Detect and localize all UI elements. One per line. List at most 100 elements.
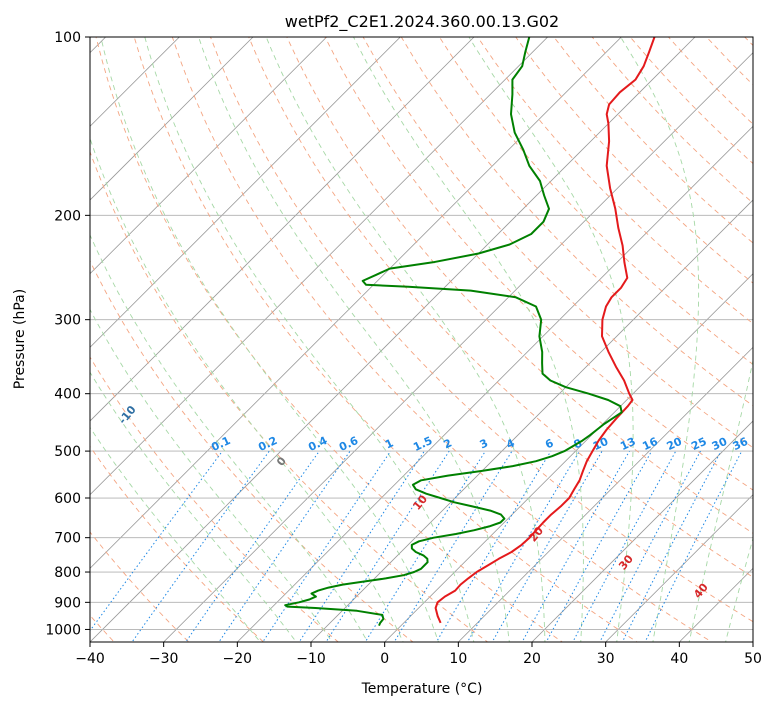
y-tick-label: 900 (54, 595, 81, 611)
mixing-ratio-line (131, 450, 270, 642)
y-tick-label: 100 (54, 30, 81, 46)
temperature-profile-line (434, 37, 656, 624)
isotherm-line (90, 37, 696, 642)
x-axis-label: Temperature (°C) (361, 681, 483, 697)
mixing-ratio-label: 20 (665, 435, 685, 453)
y-tick-label: 1000 (45, 622, 81, 638)
axis-ticks: −40 −30 −20 −10 0 10 20 30 40 5010020030040050060… (45, 30, 762, 667)
line-labels: 0.10.20.40.611.52346810131620253036-100-… (116, 403, 751, 601)
dry-adiabat-line (90, 259, 414, 642)
isotherm-line (678, 567, 753, 642)
dewpoint-profile-line (284, 37, 623, 627)
moist-adiabat-line (265, 37, 546, 642)
moist-adiabat-line (620, 37, 700, 642)
x-tick-label: 40 (670, 651, 688, 667)
dry-adiabat-line (210, 37, 753, 623)
sounding-profiles (284, 37, 656, 627)
y-tick-label: 700 (54, 531, 81, 547)
isotherm-line (163, 52, 753, 642)
mixing-ratio-line (364, 450, 486, 642)
isotherm-line (752, 641, 753, 642)
isotherm-line (90, 37, 328, 275)
dry-adiabat-line (90, 356, 339, 642)
x-tick-label: −40 (75, 651, 105, 667)
dry-adiabat-line (439, 37, 753, 365)
mixing-ratio-line (491, 450, 603, 642)
moist-adiabat-line (468, 37, 634, 642)
dry-adiabat-line (324, 37, 753, 491)
mixing-ratio-label: 4 (504, 436, 517, 451)
moist-adiabat-line (90, 371, 297, 642)
mixing-ratio-label: 3 (478, 436, 490, 451)
moist-adiabat-line (725, 536, 753, 642)
moist-adiabat-line (100, 37, 439, 642)
moist-adiabat-label: 0 (274, 454, 289, 468)
dry-adiabat-line (95, 37, 564, 642)
mixing-ratio-line (644, 450, 743, 642)
mixing-ratio-line (90, 450, 223, 632)
moist-adiabat-line (144, 37, 475, 642)
isotherm-line (384, 273, 753, 642)
mixing-ratio-label: 16 (640, 435, 660, 453)
background-lines (90, 37, 753, 642)
mixing-ratio-line (545, 450, 653, 642)
moist-adiabat-line (90, 136, 404, 642)
dry-adiabat-line (90, 445, 265, 642)
moist-adiabat-label: 40 (691, 581, 711, 601)
x-tick-label: 10 (449, 651, 467, 667)
mixing-ratio-line (435, 450, 552, 642)
mixing-ratio-line (185, 450, 320, 642)
mixing-ratio-label: 2 (442, 436, 454, 451)
y-tick-label: 600 (54, 491, 81, 507)
dry-adiabat-line (400, 37, 753, 407)
dry-adiabat-line (133, 37, 638, 642)
mixing-ratio-line (393, 450, 513, 642)
mixing-ratio-line (298, 450, 425, 642)
moist-adiabat-line (352, 37, 584, 642)
y-tick-label: 200 (54, 208, 81, 224)
isotherm-line (605, 494, 753, 642)
mixing-ratio-label: 6 (543, 436, 556, 451)
dry-adiabat-line (171, 37, 713, 642)
isotherm-line (90, 37, 254, 201)
x-tick-label: −10 (296, 651, 326, 667)
isotherm-line (531, 420, 753, 642)
y-tick-label: 300 (54, 313, 81, 329)
x-tick-label: 30 (597, 651, 615, 667)
moist-adiabat-label: 20 (526, 524, 546, 544)
dry-adiabat-label: -10 (116, 403, 139, 427)
dry-adiabat-line (286, 37, 753, 534)
plot-frame (89, 36, 754, 643)
moist-adiabat-line (90, 426, 261, 642)
x-tick-label: 20 (523, 651, 541, 667)
mixing-ratio-label: 25 (689, 435, 708, 453)
x-tick-label: 50 (744, 651, 762, 667)
dry-adiabat-line (248, 37, 753, 578)
isotherm-line (90, 37, 180, 127)
mixing-ratio-label: 36 (731, 435, 751, 453)
x-tick-label: −20 (223, 651, 253, 667)
dry-adiabat-line (706, 37, 753, 86)
mixing-ratio-label: 30 (710, 435, 730, 453)
moist-adiabat-label: 10 (410, 492, 430, 512)
dry-adiabat-line (668, 37, 753, 125)
y-tick-label: 800 (54, 565, 81, 581)
mixing-ratio-line (325, 450, 450, 642)
moist-adiabat-line (688, 358, 753, 642)
mixing-ratio-line (466, 450, 580, 642)
y-tick-label: 500 (54, 444, 81, 460)
isotherm-line (236, 125, 753, 642)
y-axis-label: Pressure (hPa) (12, 289, 28, 389)
isotherm-line (90, 37, 549, 496)
isotherm-line (310, 199, 753, 642)
moist-adiabat-line (90, 234, 369, 642)
mixing-ratio-line (599, 450, 701, 642)
moist-adiabat-line (90, 308, 333, 642)
dry-adiabat-line (515, 37, 753, 284)
x-tick-label: 0 (380, 651, 389, 667)
mixing-ratio-line (218, 450, 351, 642)
y-tick-label: 400 (54, 387, 81, 403)
mixing-ratio-line (262, 450, 392, 642)
dry-adiabat-line (362, 37, 753, 449)
